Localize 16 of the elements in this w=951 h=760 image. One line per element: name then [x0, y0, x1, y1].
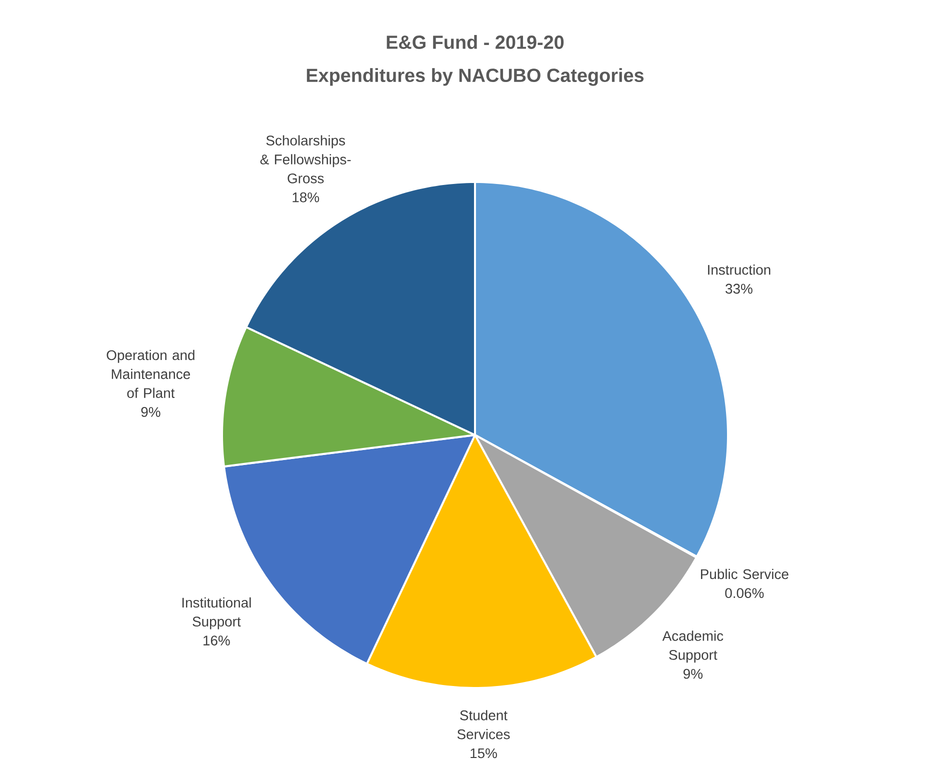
slice-label: Operation and Maintenance of Plant	[106, 350, 194, 398]
data-label: 18%	[292, 192, 320, 202]
slice-label: Public Service	[700, 568, 788, 580]
slice-label: Scholarships & Fellowships-Gross	[260, 135, 351, 184]
slice-label: Academic Support	[662, 630, 724, 663]
slice-label: Institutional Support	[182, 597, 251, 630]
data-label: 0.06%	[725, 588, 764, 598]
data-label: 9%	[684, 668, 703, 679]
data-label: 33%	[726, 284, 752, 294]
slice-label: Student Services	[457, 710, 510, 740]
chart-subtitle: Expenditures by NACUBO Categories	[306, 68, 644, 86]
data-label: 15%	[470, 748, 497, 758]
data-label: 16%	[204, 636, 230, 646]
data-label: 9%	[141, 407, 160, 417]
slice-label: Instruction	[708, 264, 770, 275]
chart-title: E&G Fund - 2019-20	[386, 35, 564, 49]
